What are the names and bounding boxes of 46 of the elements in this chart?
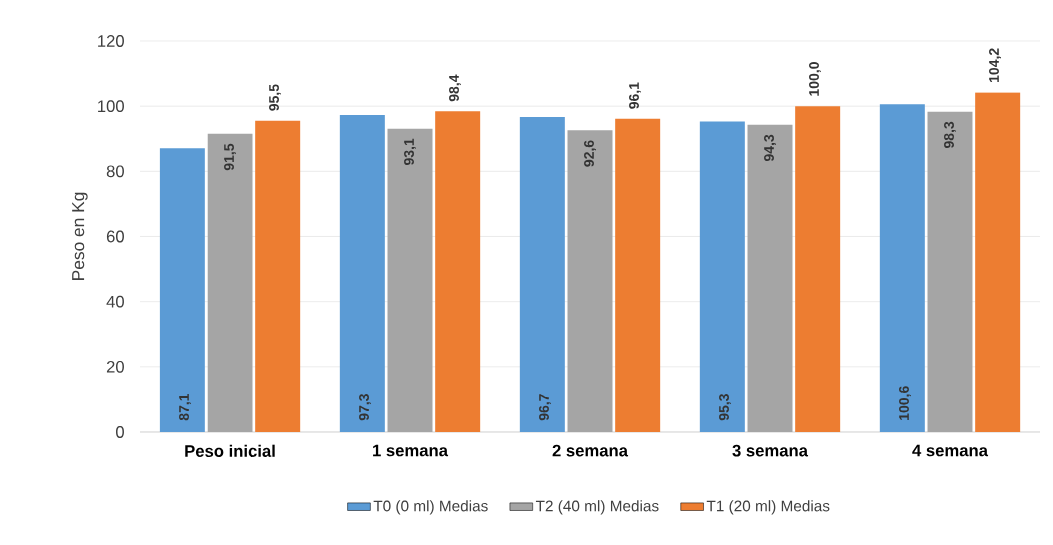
- data-label: 96,1: [629, 82, 641, 109]
- x-tick-label: 2 semana: [552, 444, 629, 457]
- y-tick-label: 20: [106, 360, 124, 373]
- y-axis-title: Peso en Kg: [72, 192, 88, 280]
- data-label: 100,6: [899, 386, 911, 420]
- data-label: 94,3: [764, 134, 776, 162]
- bar: [795, 106, 841, 432]
- x-tick-label: Peso inicial: [185, 444, 275, 457]
- bar: [519, 116, 565, 432]
- data-label: 98,3: [944, 121, 956, 149]
- data-label: 96,7: [539, 394, 551, 421]
- data-label: 92,6: [584, 140, 596, 167]
- y-tick-label: 100: [98, 100, 124, 113]
- x-tick-label: 1 semana: [373, 444, 449, 457]
- x-tick-label: 3 semana: [732, 444, 809, 457]
- y-tick-label: 120: [98, 35, 124, 47]
- bar: [387, 128, 433, 432]
- data-label: 98,4: [449, 74, 461, 102]
- bar: [567, 130, 613, 432]
- bar: [879, 104, 925, 432]
- data-label: 91,5: [224, 143, 236, 171]
- legend-label: T1 (20 ml) Medias: [706, 500, 830, 515]
- bar: [435, 111, 481, 432]
- x-tick-label: 4 semana: [912, 444, 989, 457]
- data-label: 93,1: [404, 138, 416, 165]
- legend-label: T2 (40 ml) Medias: [535, 500, 659, 515]
- bar: [255, 120, 301, 432]
- bar: [975, 92, 1021, 432]
- y-tick-label: 80: [106, 165, 124, 178]
- y-tick-label: 0: [116, 426, 124, 438]
- legend-label: T0 (0 ml) Medias: [373, 500, 488, 515]
- bar: [747, 124, 793, 432]
- data-label: 95,5: [269, 84, 281, 111]
- bar: [699, 121, 745, 432]
- data-label: 87,1: [179, 393, 191, 421]
- data-label: 97,3: [359, 394, 371, 421]
- y-tick-label: 40: [106, 295, 124, 308]
- data-label: 95,3: [719, 394, 731, 421]
- y-tick-label: 60: [106, 230, 124, 243]
- data-label: 100,0: [809, 62, 821, 96]
- bar: [339, 114, 385, 432]
- bar: [207, 133, 253, 432]
- data-label: 104,2: [989, 48, 1001, 82]
- bar: [159, 148, 205, 432]
- bar: [927, 111, 973, 432]
- bar: [615, 118, 661, 432]
